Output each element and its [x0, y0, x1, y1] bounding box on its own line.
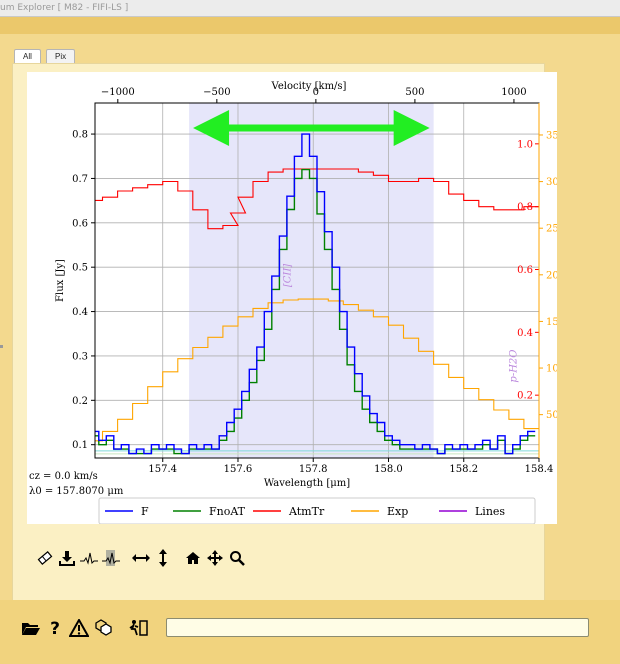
y-axis-label: Flux [Jy]: [55, 259, 66, 302]
y-tick-label: 0.8: [72, 130, 88, 141]
download-icon[interactable]: [56, 547, 78, 569]
footer-toolbar: ?: [20, 615, 152, 641]
spectrum-chart: [CII] p-H2O 157.4 157.6 157.8 158.0 158.2 158.4…: [29, 81, 557, 524]
window-title: um Explorer [ M82 - FIFI-LS ]: [0, 0, 620, 17]
eraser-icon[interactable]: [34, 547, 56, 569]
exp-tick-label: 50: [546, 410, 557, 421]
legend-label: AtmTr: [288, 505, 325, 518]
vertical-zoom-icon[interactable]: [152, 547, 174, 569]
top-band: [0, 17, 620, 34]
velocity-tick-label: −500: [203, 87, 230, 98]
y-tick-label: 0.4: [72, 307, 88, 318]
rest-wavelength-annotation: λ0 = 157.8070 μm: [29, 486, 124, 497]
selected-region: [189, 103, 434, 458]
y-tick-label: 0.1: [72, 440, 88, 451]
y-tick-label: 0.3: [72, 351, 88, 362]
line-label-h2o: p-H2O: [508, 350, 519, 383]
redshift-annotation: cz = 0.0 km/s: [29, 471, 98, 482]
x-tick-label: 158.4: [525, 464, 554, 475]
y-tick-label: 0.5: [72, 263, 88, 274]
x-tick-label: 157.6: [224, 464, 253, 475]
y-tick-label: 0.6: [72, 218, 88, 229]
tab-all[interactable]: All: [14, 49, 41, 64]
x-tick-label: 158.0: [374, 464, 403, 475]
horizontal-zoom-icon[interactable]: [130, 547, 152, 569]
help-icon[interactable]: ?: [44, 617, 66, 639]
warning-icon[interactable]: [68, 617, 90, 639]
x-tick-label: 157.8: [299, 464, 328, 475]
exp-tick-label: 150: [546, 317, 557, 328]
x-axis-label: Wavelength [μm]: [264, 478, 350, 489]
exp-tick-label: 200: [546, 270, 557, 281]
y-tick-label: 0.7: [72, 174, 88, 185]
legend-label: F: [141, 505, 149, 518]
pan-icon[interactable]: [204, 547, 226, 569]
atm-tick-label: 1.0: [517, 139, 533, 150]
atm-tick-label: 0.4: [517, 328, 533, 339]
exp-tick-label: 350: [546, 130, 557, 141]
exit-icon[interactable]: [128, 617, 150, 639]
zoom-icon[interactable]: [226, 547, 248, 569]
y-tick-label: 0.2: [72, 396, 88, 407]
spectrum-plot[interactable]: [CII] p-H2O 157.4 157.6 157.8 158.0 158.2 158.4…: [27, 72, 557, 524]
legend-label: FnoAT: [209, 505, 246, 518]
cubes-icon[interactable]: [92, 617, 114, 639]
series-exp: [95, 298, 539, 442]
velocity-tick-label: −1000: [101, 87, 135, 98]
legend-label: Exp: [387, 505, 408, 518]
open-folder-icon[interactable]: [20, 617, 42, 639]
splitter-handle[interactable]: [0, 345, 3, 348]
series-f: [95, 133, 536, 455]
velocity-tick-label: 0: [313, 87, 319, 98]
exp-tick-label: 300: [546, 177, 557, 188]
series-atmtr: [95, 168, 539, 230]
velocity-tick-label: 1000: [501, 87, 526, 98]
spectrum-fit-icon[interactable]: [78, 547, 100, 569]
atm-tick-label: 0.8: [517, 202, 533, 213]
tab-pix[interactable]: Pix: [46, 49, 76, 64]
atm-tick-label: 0.6: [517, 265, 533, 276]
region-arrow-right: [393, 110, 430, 146]
plot-toolbar: [34, 545, 248, 571]
home-icon[interactable]: [182, 547, 204, 569]
region-arrow-left: [193, 110, 230, 146]
velocity-tick-label: 500: [405, 87, 424, 98]
atm-tick-label: 0.2: [517, 391, 533, 402]
legend-label: Lines: [475, 505, 505, 518]
svg-text:?: ?: [50, 619, 60, 637]
x-tick-label: 157.4: [148, 464, 177, 475]
x-tick-label: 158.2: [449, 464, 478, 475]
line-label-cii: [CII]: [283, 264, 294, 287]
legend: F FnoAT AtmTr Exp Lines: [98, 497, 536, 524]
exp-tick-label: 250: [546, 224, 557, 235]
exp-tick-label: 100: [546, 364, 557, 375]
spectrum-select-icon[interactable]: [100, 547, 122, 569]
velocity-axis-label: Velocity [km/s]: [271, 81, 347, 92]
legend-box: [98, 497, 536, 524]
command-input[interactable]: [166, 618, 589, 637]
